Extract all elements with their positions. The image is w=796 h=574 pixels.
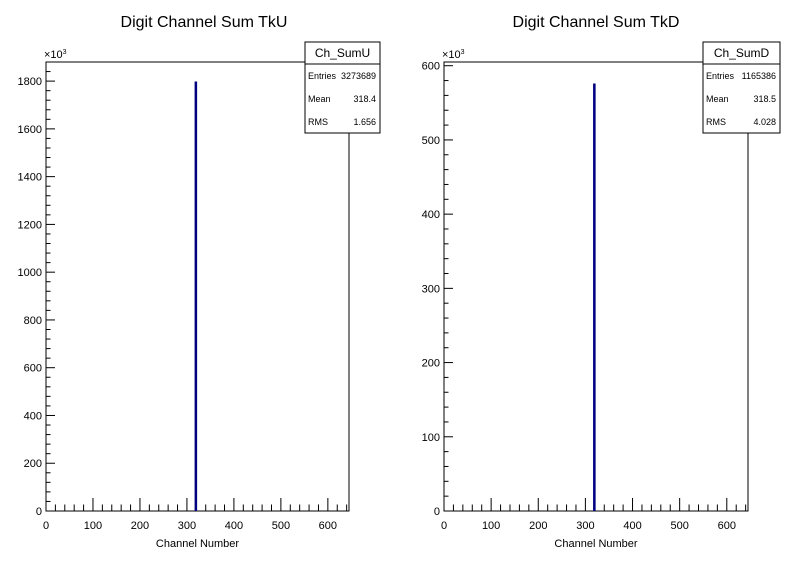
plot-frame xyxy=(443,61,749,512)
stats-name: Ch_SumD xyxy=(714,46,770,60)
y-tick-label: 1800 xyxy=(18,76,42,88)
x-axis-label: Channel Number xyxy=(554,538,637,550)
chart-title: Digit Channel Sum TkU xyxy=(121,14,288,31)
stats-value: 1.656 xyxy=(353,117,376,127)
x-tick-label: 100 xyxy=(84,520,102,532)
x-tick-label: 500 xyxy=(272,520,290,532)
x-tick-label: 200 xyxy=(529,520,547,532)
y-tick-label: 200 xyxy=(422,358,440,370)
x-tick-label: 400 xyxy=(623,520,641,532)
stats-value: 318.5 xyxy=(753,94,776,104)
x-tick-label: 500 xyxy=(670,520,688,532)
y-tick-label: 800 xyxy=(24,315,42,327)
multiplier-base: ×10 xyxy=(44,49,63,61)
x-tick-label: 100 xyxy=(482,520,500,532)
stats-key: RMS xyxy=(706,117,726,127)
x-tick-label: 600 xyxy=(319,520,337,532)
stats-key: Mean xyxy=(706,94,729,104)
histogram-panel-tku: Digit Channel Sum TkU0200400600800100012… xyxy=(18,14,381,550)
stats-box xyxy=(304,41,381,134)
x-tick-label: 300 xyxy=(178,520,196,532)
stats-value: 318.4 xyxy=(353,94,376,104)
y-tick-label: 300 xyxy=(422,283,440,295)
x-tick-label: 400 xyxy=(225,520,243,532)
y-axis-multiplier: ×103 xyxy=(442,49,465,61)
histogram-panel-tkd: Digit Channel Sum TkD 0 100 200 300 400 500 600… xyxy=(422,14,781,550)
y-tick-label: 1200 xyxy=(18,219,42,231)
y-tick-label: 400 xyxy=(422,209,440,221)
y-tick-label: 1600 xyxy=(18,124,42,136)
histogram-bin xyxy=(593,83,596,511)
x-tick-label: 0 xyxy=(43,520,49,532)
x-tick-label: 600 xyxy=(718,520,736,532)
stats-value: 1165386 xyxy=(742,71,776,81)
y-tick-label: 500 xyxy=(422,135,440,147)
stats-box xyxy=(702,41,781,134)
plot-frame xyxy=(45,61,350,512)
stats-name: Ch_SumU xyxy=(315,46,370,60)
x-tick-label: 300 xyxy=(576,520,594,532)
y-tick-label: 600 xyxy=(422,61,440,73)
multiplier-exponent: 3 xyxy=(63,49,67,56)
stats-value: 3273689 xyxy=(341,71,376,81)
y-tick-label: 1000 xyxy=(18,267,42,279)
histogram-bin xyxy=(194,81,198,511)
y-tick-label: 1400 xyxy=(18,172,42,184)
y-tick-label: 200 xyxy=(24,458,42,470)
x-axis-label: Channel Number xyxy=(156,538,239,550)
stats-key: Mean xyxy=(308,94,331,104)
chart-title: Digit Channel Sum TkD xyxy=(513,14,680,31)
multiplier-exponent: 3 xyxy=(461,49,465,56)
x-tick-label: 0 xyxy=(441,520,447,532)
stats-value: 4.028 xyxy=(753,117,776,127)
y-axis-multiplier: ×103 xyxy=(44,49,67,61)
y-tick-label: 400 xyxy=(24,410,42,422)
y-tick-label: 100 xyxy=(422,432,440,444)
x-tick-label: 200 xyxy=(131,520,149,532)
stats-key: RMS xyxy=(308,117,328,127)
stats-key: Entries xyxy=(706,71,735,81)
stats-key: Entries xyxy=(308,71,337,81)
multiplier-base: ×10 xyxy=(442,49,461,61)
y-tick-label: 0 xyxy=(36,506,42,518)
y-tick-label: 0 xyxy=(434,506,440,518)
y-tick-label: 600 xyxy=(24,363,42,375)
